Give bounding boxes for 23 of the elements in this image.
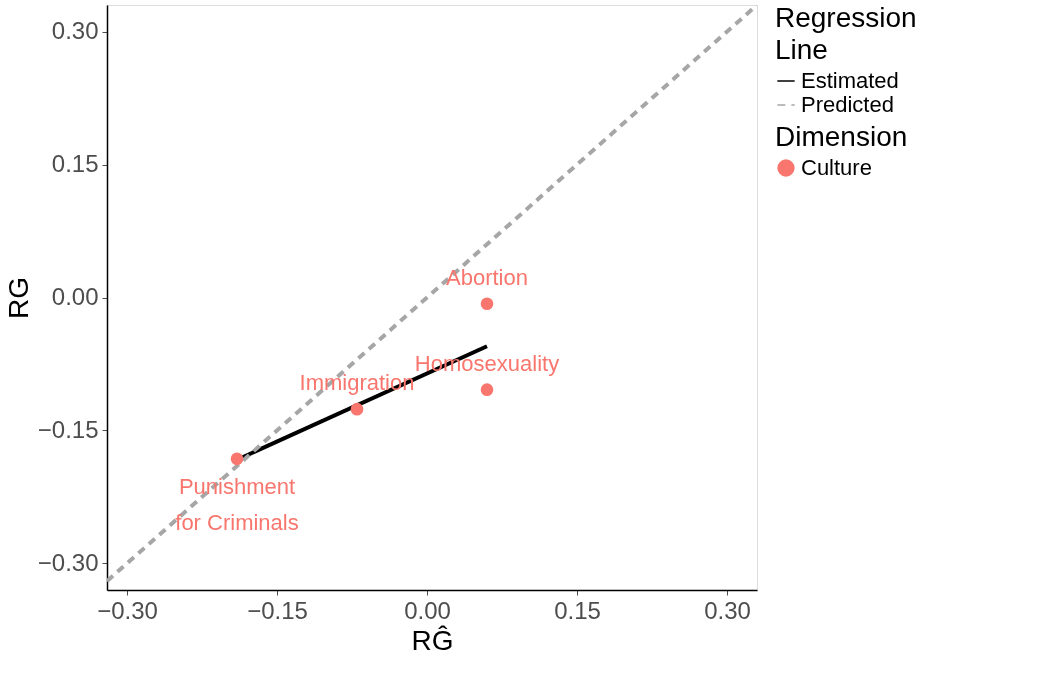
annotation: Punishment for Criminals: [175, 473, 299, 535]
legend-label: Culture: [801, 155, 872, 180]
legend-label: Estimated: [801, 68, 899, 93]
x-tick-label: −0.15: [247, 596, 308, 624]
y-tick-label: 0.00: [51, 283, 99, 310]
point: [480, 297, 494, 311]
annotation: Abortion: [446, 264, 528, 290]
text: Regression Line: [775, 2, 917, 65]
legend-label: Predicted: [801, 92, 894, 117]
y-tick-label: 0.15: [51, 150, 99, 178]
x-tick-label: 0.00: [404, 596, 451, 624]
y-tick-label: −0.15: [37, 415, 99, 443]
y-tick-label: 0.30: [51, 17, 99, 45]
point: [350, 402, 364, 416]
text: Dimension: [775, 121, 908, 152]
x-tick-label: 0.30: [704, 596, 751, 624]
point: [480, 383, 494, 396]
y-tick-label: −0.30: [37, 548, 99, 576]
point: [230, 452, 244, 466]
x-axis-title: RĜ: [411, 624, 454, 656]
y-axis-title: RG: [2, 277, 34, 319]
x-tick-label: −0.30: [97, 596, 158, 624]
x-tick-label: 0.15: [554, 596, 601, 624]
